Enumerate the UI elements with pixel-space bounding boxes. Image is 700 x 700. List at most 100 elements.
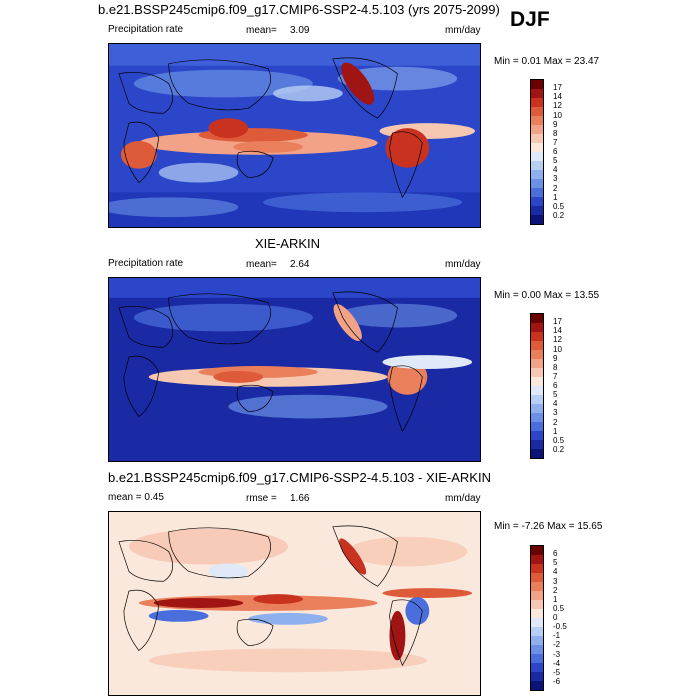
colorbar-model [530,79,544,225]
colorbar-swatch [531,681,543,690]
colorbar-tick-label: 14 [553,92,562,102]
minmax-model: Min = 0.01 Max = 23.47 [494,56,600,67]
colorbar-diff [530,545,544,691]
panel-title-model: b.e21.BSSP245cmip6.f09_g17.CMIP6-SSP2-4.… [98,2,500,17]
colorbar-tick-label: 7 [553,137,558,147]
colorbar-tick-label: 8 [553,362,558,372]
colorbar-swatch [531,116,543,125]
colorbar-tick-label: 1 [553,594,558,604]
colorbar-tick-label: 6 [553,381,558,390]
colorbar-swatch [531,582,543,591]
variable-label-obs: Precipitation rate [108,258,184,269]
colorbar-swatch [531,413,543,422]
colorbar-tick-label: 9 [553,119,558,129]
colorbar-tick-label: 0.2 [553,444,565,454]
units-label-obs: mm/day [445,259,481,270]
colorbar-swatch [531,663,543,672]
colorbar-swatch [531,440,543,449]
colorbar-tick-label: 2 [553,417,558,427]
colorbar-tick-label: 5 [553,156,558,166]
precip-map-model [108,43,481,228]
variable-label-model: Precipitation rate [108,24,184,35]
colorbar-tick-label: 3 [553,576,558,586]
colorbar-swatch [531,332,543,341]
colorbar-tick-label: 4 [553,567,558,577]
colorbar-swatch [531,600,543,609]
colorbar-obs [530,313,544,459]
colorbar-tick-label: 0.5 [553,201,565,211]
colorbar-swatch [531,368,543,377]
season-label: DJF [510,8,550,31]
colorbar-swatch [531,377,543,386]
colorbar-swatch [531,422,543,431]
colorbar-tick-label: 6 [553,147,558,156]
colorbar-tick-label: 2 [553,183,558,193]
precip-map-obs [108,277,481,462]
colorbar-swatch [531,215,543,224]
colorbar-tick-label: 1 [553,426,558,436]
mean-value-obs: 2.64 [290,259,310,270]
colorbar-swatch [531,152,543,161]
colorbar-tick-label: -4 [553,658,561,668]
colorbar-tick-label: 8 [553,128,558,138]
colorbar-tick-label: -5 [553,667,561,677]
colorbar-swatch [531,627,543,636]
colorbar-swatch [531,359,543,368]
colorbar-swatch [531,134,543,143]
colorbar-swatch [531,179,543,188]
mean-label-diff: mean = 0.45 [108,492,164,503]
colorbar-tick-label: 17 [553,317,562,327]
units-label-model: mm/day [445,25,481,36]
colorbar-swatch [531,672,543,681]
colorbar-swatch [531,80,543,89]
mean-label-obs: mean= [246,259,277,270]
colorbar-tick-label: 0 [553,613,558,622]
colorbar-tick-label: 7 [553,371,558,381]
colorbar-tick-label: 1 [553,192,558,202]
colorbar-swatch [531,555,543,564]
colorbar-swatch [531,591,543,600]
colorbar-tick-label: -2 [553,640,561,650]
colorbar-swatch [531,161,543,170]
colorbar-swatch [531,170,543,179]
precip-map-diff [108,511,481,696]
colorbar-tick-label: 0.5 [553,603,565,613]
colorbar-swatch [531,125,543,134]
colorbar-swatch [531,431,543,440]
colorbar-swatch [531,188,543,197]
minmax-obs: Min = 0.00 Max = 13.55 [494,290,600,301]
colorbar-tick-label: 6 [553,549,558,559]
colorbar-tick-label: 3 [553,408,558,418]
colorbar-swatch [531,98,543,107]
rmse-value-diff: 1.66 [290,493,310,504]
colorbar-swatch [531,654,543,663]
colorbar-swatch [531,206,543,215]
colorbar-tick-label: 12 [553,101,562,111]
colorbar-swatch [531,314,543,323]
units-label-diff: mm/day [445,493,481,504]
colorbar-swatch [531,107,543,116]
colorbar-swatch [531,350,543,359]
colorbar-swatch [531,449,543,458]
mean-value-model: 3.09 [290,25,310,36]
colorbar-tick-label: 5 [553,390,558,400]
colorbar-tick-label: 17 [553,83,562,93]
colorbar-tick-label: 4 [553,165,558,175]
colorbar-tick-label: 12 [553,335,562,345]
colorbar-swatch [531,546,543,555]
colorbar-swatch [531,323,543,332]
colorbar-tick-label: 0.5 [553,435,565,445]
colorbar-tick-label: -1 [553,631,561,641]
panel-title-obs: XIE-ARKIN [255,236,321,251]
mean-label-model: mean= [246,25,277,36]
colorbar-swatch [531,395,543,404]
panel-title-diff: b.e21.BSSP245cmip6.f09_g17.CMIP6-SSP2-4.… [108,470,491,485]
colorbar-tick-label: 10 [553,344,562,354]
colorbar-tick-label: 2 [553,585,558,595]
colorbar-tick-label: 9 [553,353,558,363]
colorbar-swatch [531,386,543,395]
colorbar-swatch [531,404,543,413]
colorbar-swatch [531,636,543,645]
colorbar-swatch [531,197,543,206]
colorbar-swatch [531,89,543,98]
